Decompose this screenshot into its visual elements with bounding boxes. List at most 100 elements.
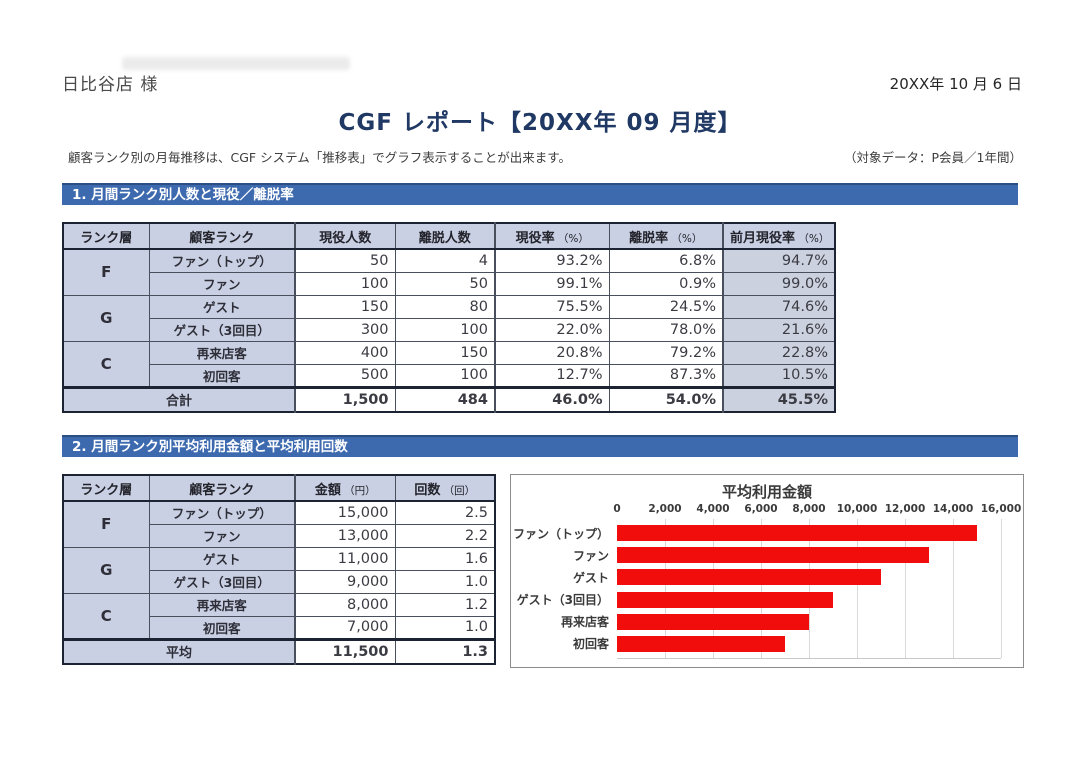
report-date: 20XX年 10 月 6 日 [889,75,1022,93]
page-title: CGF レポート【20XX年 09 月度】 [338,110,742,136]
active_rate-cell: 99.1% [494,271,610,296]
count-cell: 2.5 [394,500,496,525]
column-header-label: 顧客ランク [189,230,255,246]
report-subtitle: 顧客ランク別の月毎推移は、CGF システム「推移表」でグラフ表示することが出来ま… [68,150,571,165]
gridline [712,519,714,658]
total-amount-cell: 11,500 [294,637,396,665]
table2-header: ランク層 顧客ランク 金額 （円） 回数 （回） [62,474,496,502]
rank-cell: ファン（トップ） [148,500,296,525]
bar-rows [617,519,1001,658]
active_rate-cell: 20.8% [494,340,610,365]
column-header-unit: （回） [440,484,476,497]
column-header-label: 離脱率 [629,230,669,246]
column-header: 前月現役率 （%） [722,222,836,250]
gridline [952,519,954,658]
table-row: G ゲスト 150 80 75.5% 24.5% 74.6% [62,294,836,342]
x-tick-label: 14,000 [932,503,974,515]
tier-cell: G [62,294,150,342]
total-count-cell: 1.3 [394,637,496,665]
table-row: ゲスト（3回目） 300 100 22.0% 78.0% 21.6% [63,317,836,342]
x-tick-label: 8,000 [792,503,826,515]
column-header: 現役人数 [294,222,396,250]
churned-cell: 100 [394,363,496,388]
rank-cell: 初回客 [148,615,296,640]
table-row: 初回客 500 100 12.7% 87.3% 10.5% [63,363,836,388]
chart-category-labels: ファン（トップ） ファン ゲスト ゲスト（3回目） 再来店客 初回客 [511,519,613,658]
gridline [760,519,762,658]
churn_rate-cell: 24.5% [608,294,724,319]
bar [617,613,809,630]
count-cell: 2.2 [394,523,496,548]
category-label: 初回客 [572,637,609,652]
x-tick-label: 16,000 [980,503,1022,515]
active-cell: 150 [294,294,396,319]
column-header: 金額 （円） [294,474,396,502]
column-header: 現役率 （%） [494,222,610,250]
category-label: ファン [572,548,609,563]
amount-cell: 11,000 [294,546,396,571]
rank-cell: ファン [148,271,296,296]
column-header-label: 回数 [414,482,441,498]
rank-population-table: ランク層 顧客ランク 現役人数 離脱人数 現役率 （%） 離脱率 （%） 前月現役率 （%）… [62,222,836,413]
column-header-label: ランク層 [80,230,133,246]
rank-cell: ファン [148,523,296,548]
amount-cell: 15,000 [294,500,396,525]
table-row: C 再来店客 400 150 20.8% 79.2% 22.8% [62,340,836,388]
total-label-cell: 平均 [62,637,296,665]
amount-cell: 8,000 [294,592,396,617]
x-tick-label: 10,000 [836,503,878,515]
churned-cell: 50 [394,271,496,296]
redacted-watermark [122,57,350,70]
count-cell: 1.0 [394,569,496,594]
total-label-cell: 合計 [62,385,296,413]
category-label: ゲスト [572,570,609,585]
chart-title: 平均利用金額 [721,483,812,501]
column-header: 顧客ランク [148,222,296,250]
count-cell: 1.6 [394,546,496,571]
churn_rate-cell: 79.2% [608,340,724,365]
total-active_rate-cell: 46.0% [494,385,610,413]
column-header: 回数 （回） [394,474,496,502]
active_rate-cell: 75.5% [494,294,610,319]
rank-cell: ゲスト [148,294,296,319]
bar [617,635,785,652]
table1-header: ランク層 顧客ランク 現役人数 離脱人数 現役率 （%） 離脱率 （%） 前月現役率 （%） [62,222,836,250]
gridline [808,519,810,658]
amount-cell: 9,000 [294,569,396,594]
active_rate-cell: 12.7% [494,363,610,388]
gridline [856,519,858,658]
gridline [904,519,906,658]
category-label: 再来店客 [560,615,609,630]
column-header-label: 顧客ランク [189,482,255,498]
rank-cell: ゲスト（3回目） [148,569,296,594]
prev_rate-cell: 10.5% [722,363,836,388]
bar [617,569,881,586]
column-header: 顧客ランク [148,474,296,502]
chart-plot-area [617,519,1002,659]
table-row: ファン 13,000 2.2 [63,523,496,548]
table-row: ゲスト（3回目） 9,000 1.0 [63,569,496,594]
column-header: ランク層 [62,222,150,250]
client-name: 日比谷店 様 [62,75,159,95]
active-cell: 50 [294,248,396,273]
churned-cell: 100 [394,317,496,342]
x-tick-label: 12,000 [884,503,926,515]
rank-average-table: ランク層 顧客ランク 金額 （円） 回数 （回） F ファン（トップ） 15,000 2.5… [62,474,496,665]
active-cell: 500 [294,363,396,388]
gridline [1000,519,1002,658]
total-prev_rate-cell: 45.5% [722,385,836,413]
table-row: F ファン（トップ） 15,000 2.5 [62,500,496,548]
active-cell: 100 [294,271,396,296]
column-header-unit: （%） [795,232,830,245]
avg-amount-bar-chart: 平均利用金額 0 2,000 4,000 6,000 8,000 10,000 12,000… [510,474,1024,668]
amount-cell: 13,000 [294,523,396,548]
bar [617,525,977,542]
x-tick-label: 0 [613,503,621,515]
table-row: ファン 100 50 99.1% 0.9% 99.0% [63,271,836,296]
column-header-label: ランク層 [80,482,133,498]
category-label: ファン（トップ） [512,526,609,541]
total-active-cell: 1,500 [294,385,396,413]
column-header: ランク層 [62,474,150,502]
churned-cell: 80 [394,294,496,319]
